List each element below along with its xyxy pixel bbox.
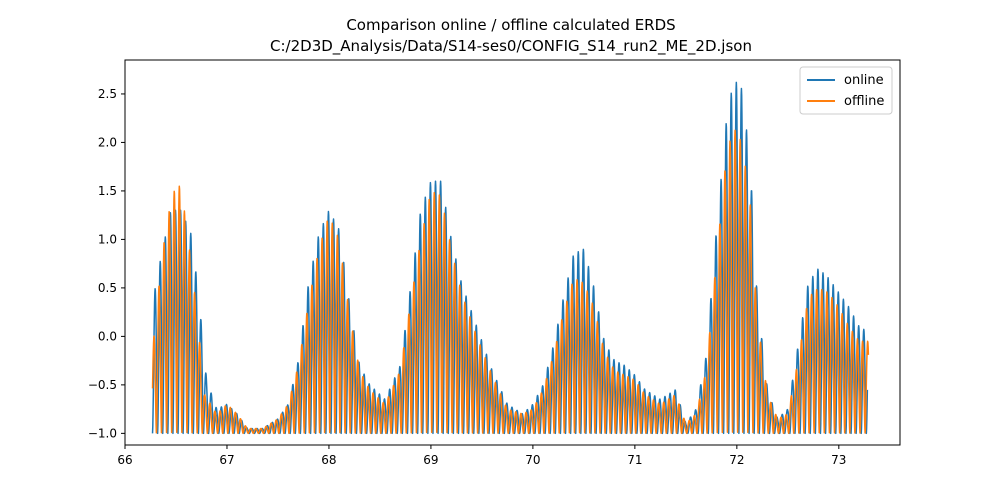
- x-tick-label: 69: [423, 453, 438, 467]
- series-line-offline: [151, 129, 870, 435]
- y-tick-label: 0.5: [98, 281, 117, 295]
- y-tick-label: 1.5: [98, 184, 117, 198]
- chart-subtitle: C:/2D3D_Analysis/Data/S14-ses0/CONFIG_S1…: [270, 37, 752, 56]
- y-tick-label: 1.0: [98, 232, 117, 246]
- y-tick-label: 2.5: [98, 87, 117, 101]
- series-line-online: [151, 81, 869, 435]
- x-tick-label: 68: [321, 453, 336, 467]
- legend-label-online: online: [844, 73, 884, 88]
- x-tick-label: 73: [831, 453, 846, 467]
- y-tick-label: −0.5: [88, 378, 117, 392]
- legend: online offline: [799, 66, 893, 115]
- y-tick-label: −1.0: [88, 426, 117, 440]
- y-tick-label: 0.0: [98, 329, 117, 343]
- y-tick-label: 2.0: [98, 135, 117, 149]
- legend-box: [799, 66, 893, 115]
- chart-title: Comparison online / offline calculated E…: [346, 16, 675, 34]
- plot-frame: [124, 59, 901, 446]
- axes-layer: 66 67 68 69 70 71 72 73 −1.0 −0.5 0.0 0.5 1.0 1.5 2.0 2…: [88, 59, 901, 467]
- x-tick-label: 67: [219, 453, 234, 467]
- x-tick-label: 72: [729, 453, 744, 467]
- x-tick-label: 66: [117, 453, 132, 467]
- series-layer: [151, 81, 870, 435]
- x-tick-label: 71: [627, 453, 642, 467]
- x-tick-label: 70: [525, 453, 540, 467]
- legend-label-offline: offline: [844, 94, 884, 109]
